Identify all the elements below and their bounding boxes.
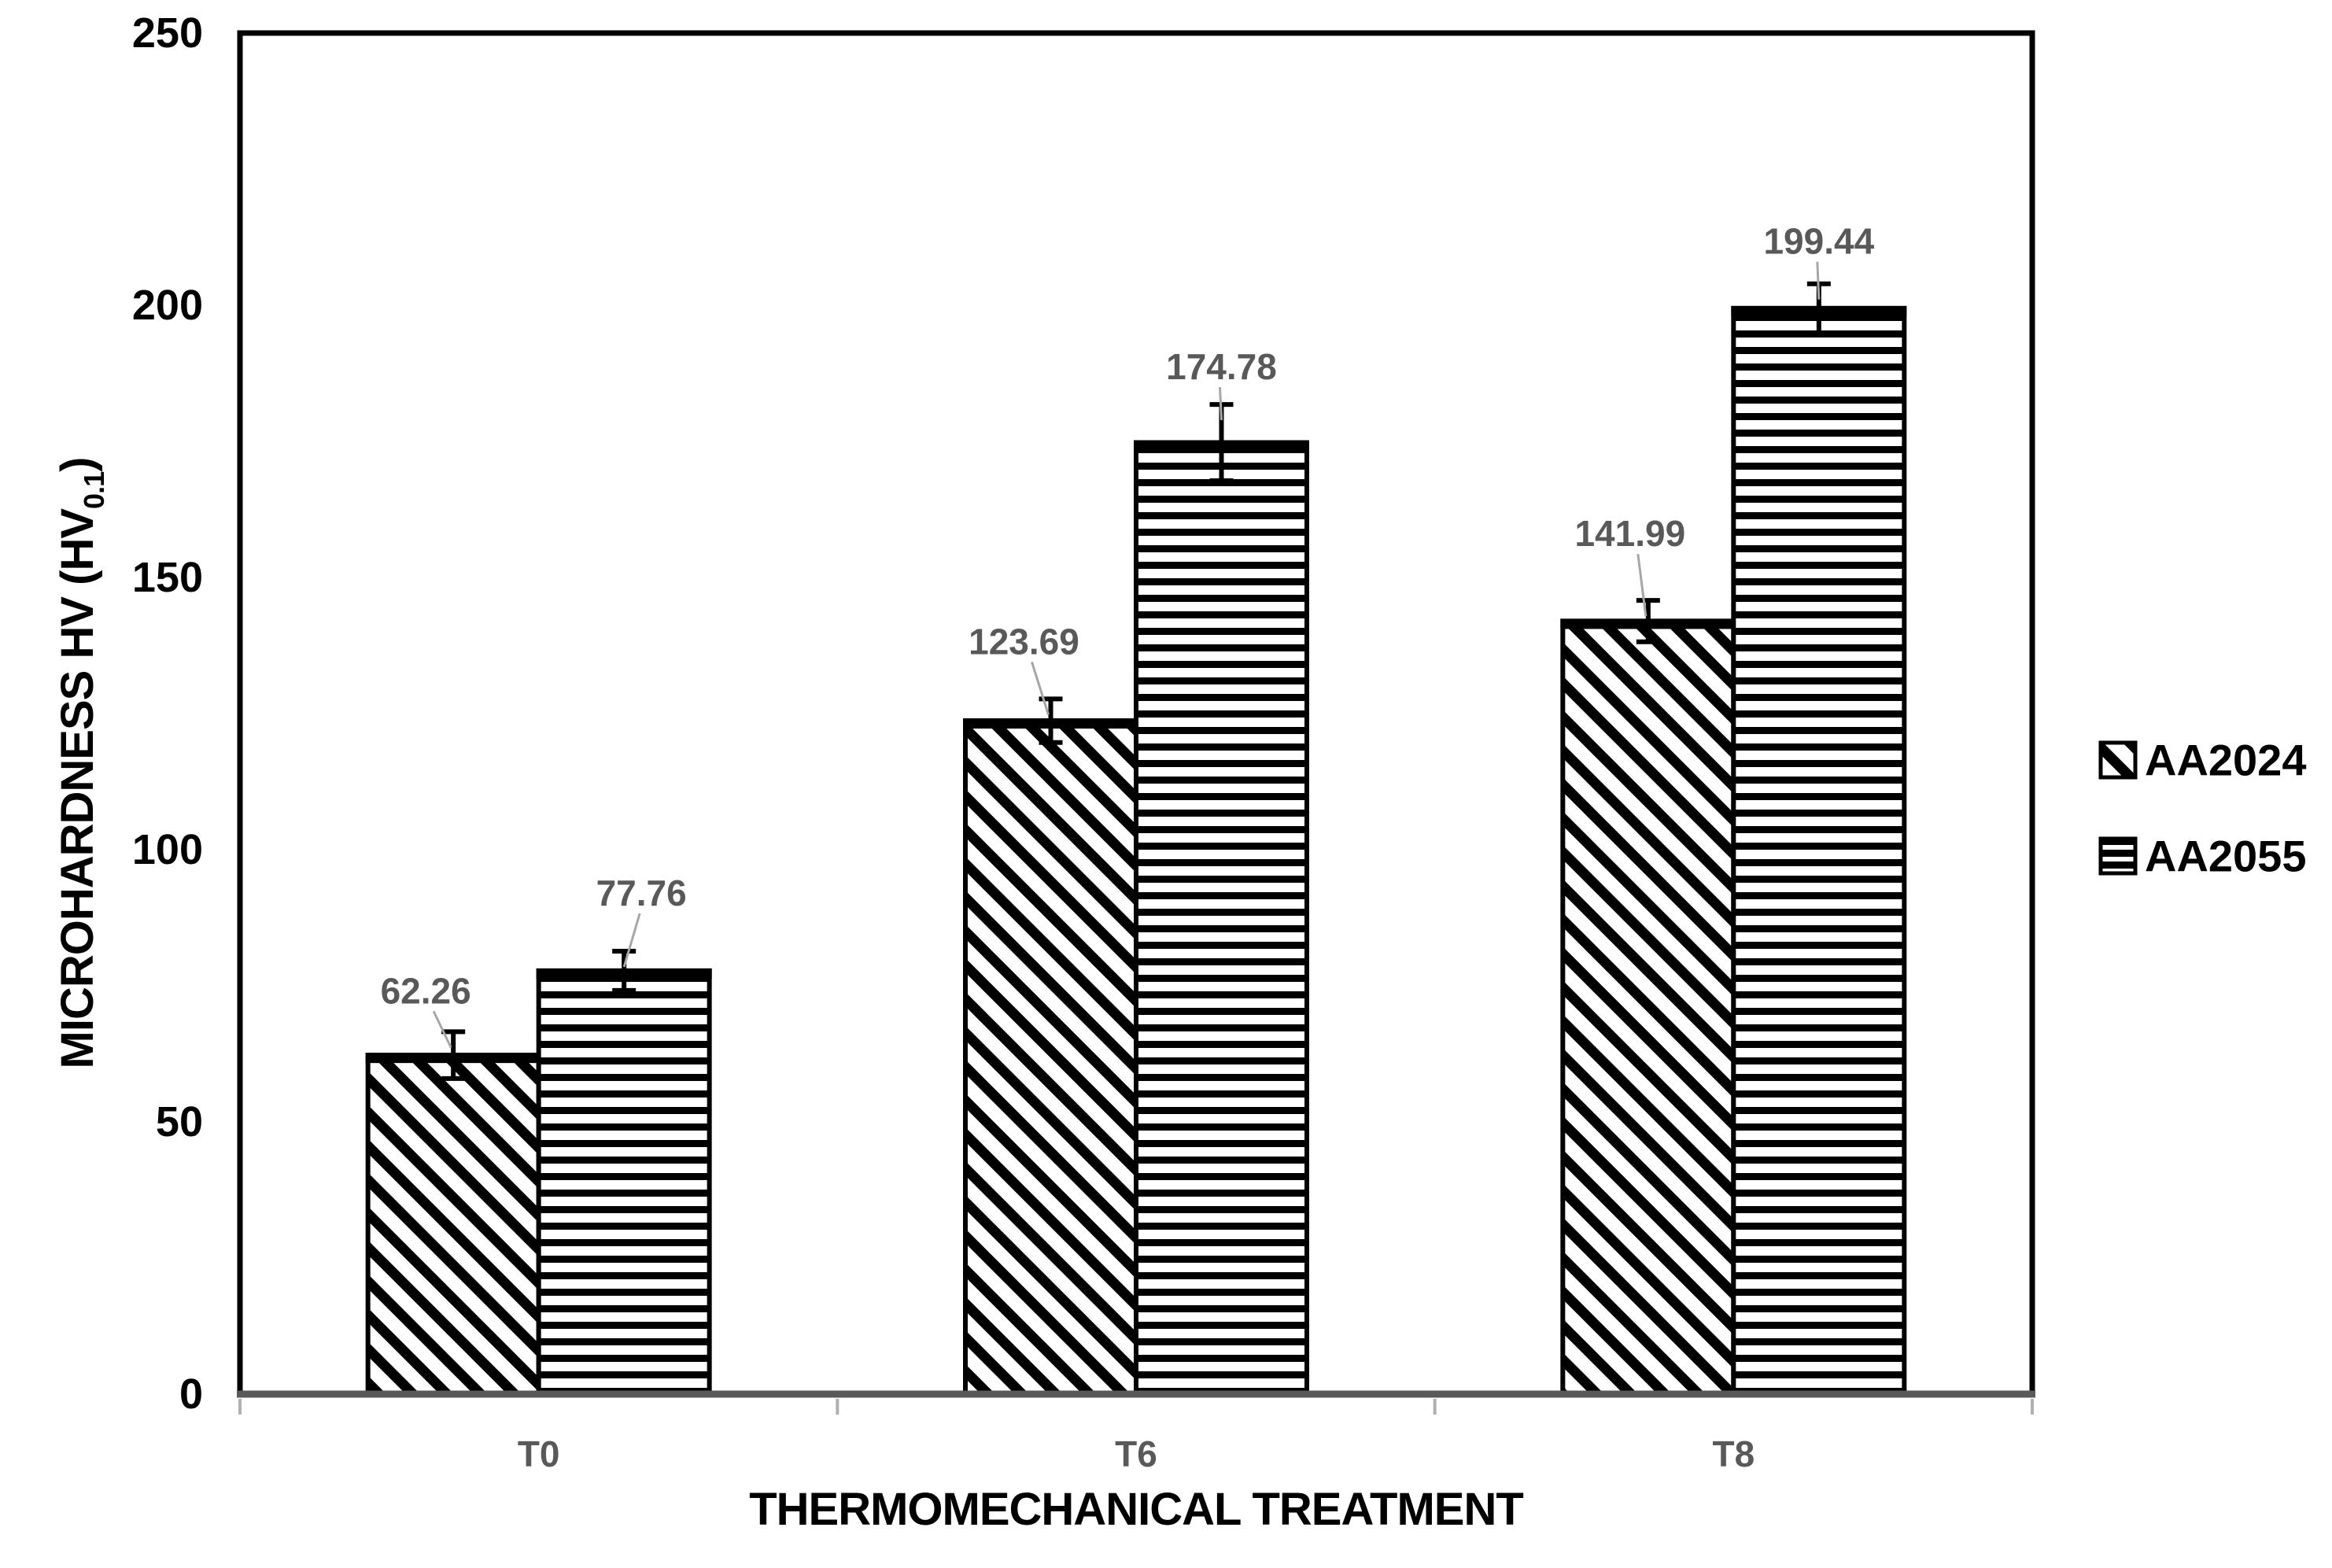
y-tick-label-100: 100 bbox=[132, 826, 203, 873]
x-category-label-t6: T6 bbox=[1115, 1433, 1157, 1474]
legend-item-aa2024: AA2024 bbox=[2098, 736, 2306, 785]
label-leader-aa2055-t6 bbox=[1219, 387, 1223, 421]
error-bar-aa2024-t0 bbox=[441, 1029, 466, 1081]
data-labels-group: 62.26 77.76 123.69 174.78 141.99 199.44 bbox=[381, 221, 1875, 1049]
x-category-label-t8: T8 bbox=[1712, 1433, 1755, 1474]
bars-group bbox=[365, 305, 1907, 1396]
error-bar-aa2055-t0 bbox=[612, 948, 637, 993]
legend-swatch-horizontal-lines-icon bbox=[2098, 836, 2138, 876]
label-leader-aa2055-t8 bbox=[1816, 261, 1821, 300]
legend: AA2024 AA2055 bbox=[2098, 736, 2306, 881]
bar-aa2055-t0 bbox=[536, 968, 712, 1396]
data-label-aa2055-t8: 199.44 bbox=[1763, 221, 1874, 262]
data-label-aa2024-t0: 62.26 bbox=[381, 970, 471, 1011]
y-tick-label-250: 250 bbox=[132, 9, 203, 57]
data-label-aa2024-t8: 141.99 bbox=[1574, 513, 1685, 554]
y-tick-label-150: 150 bbox=[132, 554, 203, 601]
legend-label-aa2055: AA2055 bbox=[2145, 832, 2306, 881]
bar-aa2055-t8 bbox=[1731, 305, 1907, 1396]
error-bar-aa2024-t8 bbox=[1636, 598, 1660, 644]
data-label-aa2055-t0: 77.76 bbox=[596, 873, 687, 913]
bar-aa2024-t6 bbox=[963, 718, 1138, 1396]
label-leader-aa2055-t0 bbox=[622, 913, 641, 968]
bar-aa2024-t8 bbox=[1560, 618, 1736, 1396]
y-axis-title: MICROHARDNESS HV (HV0.1) bbox=[52, 458, 110, 1069]
label-leader-aa2024-t0 bbox=[432, 1010, 452, 1049]
label-leader-aa2024-t6 bbox=[1031, 661, 1050, 715]
legend-item-aa2055: AA2055 bbox=[2098, 832, 2306, 881]
legend-label-aa2024: AA2024 bbox=[2145, 736, 2306, 785]
data-label-aa2055-t6: 174.78 bbox=[1166, 346, 1277, 387]
data-label-aa2024-t6: 123.69 bbox=[969, 621, 1079, 662]
x-axis-title: THERMOMECHANICAL TREATMENT bbox=[749, 1484, 1523, 1535]
y-tick-label-50: 50 bbox=[156, 1098, 203, 1146]
y-tick-label-200: 200 bbox=[132, 282, 203, 329]
label-leader-aa2024-t8 bbox=[1636, 553, 1648, 617]
bar-aa2055-t6 bbox=[1134, 440, 1309, 1396]
x-category-label-t0: T0 bbox=[518, 1433, 560, 1474]
legend-swatch-diagonal-hatch-icon bbox=[2098, 740, 2138, 780]
plot-border bbox=[237, 30, 2035, 1394]
bar-aa2024-t0 bbox=[365, 1053, 541, 1396]
y-tick-label-0: 0 bbox=[179, 1371, 203, 1418]
